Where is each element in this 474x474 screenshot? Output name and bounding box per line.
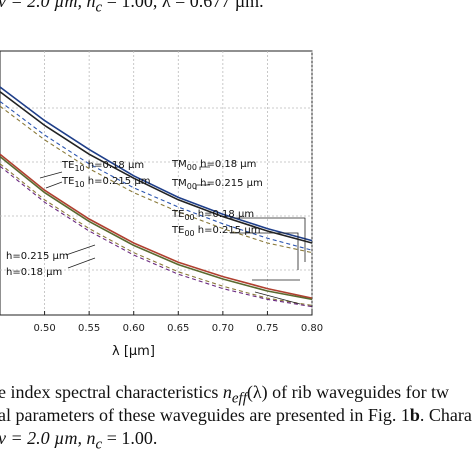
annotation-6: h=0.215 µm bbox=[6, 251, 69, 262]
series-lines bbox=[0, 86, 313, 308]
series-line-3 bbox=[0, 105, 313, 254]
series-line-0 bbox=[0, 86, 313, 242]
leader-line-9 bbox=[67, 257, 96, 269]
grid bbox=[0, 51, 313, 315]
leader-line-0 bbox=[39, 171, 63, 179]
tick-label: 0.70 bbox=[212, 323, 234, 334]
series-line-6 bbox=[0, 163, 313, 306]
annotation-7: h=0.18 µm bbox=[6, 267, 62, 278]
series-line-1 bbox=[0, 91, 313, 244]
series-line-7 bbox=[0, 165, 313, 308]
tick-label: 0.55 bbox=[78, 323, 100, 334]
x-ticks: 0.50 0.55 0.60 0.65 0.70 0.75 0.80 bbox=[33, 311, 323, 334]
annotation-5: TE00 h=0.215 µm bbox=[171, 225, 260, 238]
tick-label: 0.50 bbox=[33, 323, 55, 334]
annotation-0: TE10 h=0.18 µm bbox=[61, 160, 144, 173]
caption-line-3: v = 2.0 µm, nc = 1.00. bbox=[0, 428, 158, 453]
tick-label: 0.65 bbox=[167, 323, 189, 334]
tick-label: 0.75 bbox=[256, 323, 278, 334]
annotation-1: TE10 h=0.215 µm bbox=[61, 176, 150, 189]
series-line-5 bbox=[0, 155, 313, 301]
leader-line-3 bbox=[195, 184, 210, 190]
x-axis-label: λ [µm] bbox=[112, 344, 155, 359]
leader-line-4 bbox=[230, 217, 306, 262]
tick-label: 0.80 bbox=[301, 323, 323, 334]
leader-line-7 bbox=[254, 291, 301, 305]
annotations: TE10 h=0.18 µm TE10 h=0.215 µm TM00 h=0.18… bbox=[6, 159, 263, 278]
tick-label: 0.60 bbox=[123, 323, 145, 334]
annotation-4: TE00 h=0.18 µm bbox=[171, 209, 254, 222]
caption-line-2: al parameters of these waveguides are pr… bbox=[0, 405, 472, 425]
annotation-3: TM00 h=0.215 µm bbox=[171, 178, 263, 191]
leader-line-1 bbox=[45, 181, 63, 189]
leader-line-5 bbox=[230, 232, 299, 270]
caption-line-1: e index spectral characteristics neff(λ)… bbox=[0, 382, 450, 407]
series-line-4 bbox=[0, 153, 313, 299]
caption-top: v = 2.0 µm, nc = 1.00, λ = 0.677 µm. bbox=[0, 0, 264, 16]
annotation-2: TM00 h=0.18 µm bbox=[171, 159, 256, 172]
series-line-2 bbox=[0, 100, 313, 251]
leader-lines bbox=[39, 166, 306, 305]
leader-line-8 bbox=[65, 244, 96, 256]
leader-line-2 bbox=[199, 166, 210, 170]
